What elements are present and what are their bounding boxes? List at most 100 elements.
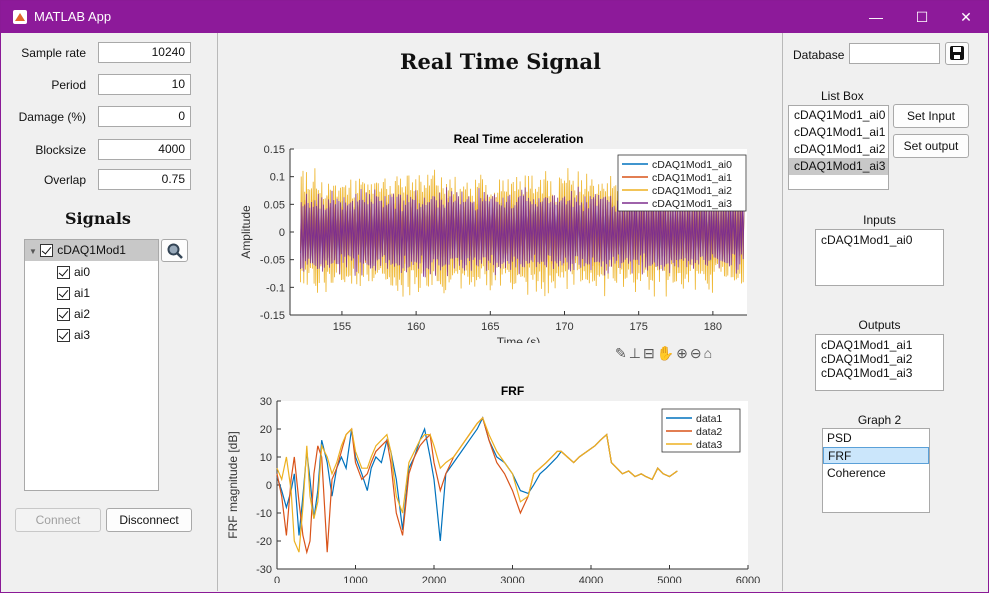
brush-icon[interactable]: ✎ (615, 345, 629, 361)
x-tick-label: 2000 (422, 575, 446, 583)
list-item[interactable]: cDAQ1Mod1_ai0 (794, 108, 886, 122)
save-button[interactable] (945, 42, 969, 65)
x-tick-label: 6000 (736, 575, 760, 583)
x-tick-label: 0 (274, 575, 280, 583)
window-title: MATLAB App (34, 9, 112, 24)
list-item[interactable]: Coherence (827, 466, 886, 480)
tree-node-ai3[interactable]: ai3 (57, 325, 90, 346)
x-unit-label: sec (740, 340, 758, 343)
chart-title: FRF (501, 384, 524, 398)
maximize-button[interactable]: ☐ (915, 9, 929, 25)
inputs-listbox[interactable]: cDAQ1Mod1_ai0 (815, 229, 944, 286)
page-title: Real Time Signal (400, 49, 601, 74)
tree-node-label: ai0 (74, 265, 91, 279)
x-tick-label: 155 (333, 321, 351, 333)
ai0-checkbox[interactable] (57, 266, 70, 280)
list-item-selected[interactable]: cDAQ1Mod1_ai3 (789, 158, 888, 175)
list-item[interactable]: cDAQ1Mod1_ai2 (821, 352, 913, 366)
channel-listbox[interactable]: cDAQ1Mod1_ai0 cDAQ1Mod1_ai1 cDAQ1Mod1_ai… (788, 105, 889, 190)
outputs-title: Outputs (858, 318, 901, 332)
connect-button[interactable]: Connect (15, 508, 101, 532)
ai1-checkbox[interactable] (57, 287, 70, 301)
graph2-listbox[interactable]: PSD FRF Coherence (822, 428, 930, 513)
axes-toolbar[interactable]: ✎⊥⊟✋⊕⊖⌂ (615, 345, 765, 365)
disconnect-button[interactable]: Disconnect (106, 508, 192, 532)
legend-entry: cDAQ1Mod1_ai1 (652, 172, 732, 184)
acceleration-chart[interactable]: Real Time acceleration 155 160 165 170 175 180… (218, 93, 778, 343)
y-axis-label: Amplitude (239, 205, 253, 259)
list-item[interactable]: PSD (827, 431, 852, 445)
signal-tree[interactable]: ▼ cDAQ1Mod1 ai0 ai1 ai2 ai3 (24, 239, 159, 491)
pan-icon[interactable]: ✋ (656, 345, 677, 361)
tree-node-ai1[interactable]: ai1 (57, 283, 90, 304)
minimize-button[interactable]: — (869, 9, 883, 25)
y-tick-label: 0 (266, 480, 272, 492)
y-tick-label: -0.05 (260, 255, 285, 267)
list-item-selected[interactable]: FRF (823, 447, 929, 464)
x-tick-label: 175 (630, 321, 648, 333)
x-tick-label: 165 (481, 321, 499, 333)
center-panel: Real Time Signal Real Time acceleration 1… (218, 33, 783, 591)
x-tick-label: 160 (407, 321, 425, 333)
y-tick-label: 10 (260, 452, 272, 464)
list-item[interactable]: cDAQ1Mod1_ai1 (821, 338, 913, 352)
list-item[interactable]: cDAQ1Mod1_ai2 (794, 142, 886, 156)
graph2-title: Graph 2 (857, 413, 902, 427)
export-icon[interactable]: ⊟ (642, 345, 657, 361)
zoom-out-icon[interactable]: ⊖ (689, 345, 704, 361)
x-tick-label: 180 (704, 321, 722, 333)
tree-node-root[interactable]: ▼ cDAQ1Mod1 (25, 240, 158, 261)
y-tick-label: -0.1 (266, 282, 285, 294)
tree-root-label: cDAQ1Mod1 (57, 243, 126, 257)
inputs-title: Inputs (863, 213, 896, 227)
legend-entry: cDAQ1Mod1_ai3 (652, 198, 732, 210)
root-checkbox[interactable] (40, 244, 54, 258)
period-label: Period (51, 78, 86, 92)
outputs-listbox[interactable]: cDAQ1Mod1_ai1 cDAQ1Mod1_ai2 cDAQ1Mod1_ai… (815, 334, 944, 391)
series-line-data3 (276, 416, 678, 553)
overlap-label: Overlap (43, 173, 86, 187)
damage-field[interactable]: 0 (98, 106, 191, 127)
x-axis-label: Time (s) (497, 335, 541, 343)
y-tick-label: 20 (260, 424, 272, 436)
legend-entry: data2 (696, 426, 722, 438)
set-output-button[interactable]: Set output (893, 134, 969, 158)
list-item[interactable]: cDAQ1Mod1_ai1 (794, 125, 886, 139)
left-panel: Sample rate 10240 Period 10 Damage (%) 0… (1, 33, 218, 591)
tree-node-label: ai3 (74, 328, 91, 342)
set-input-button[interactable]: Set Input (893, 104, 969, 128)
blocksize-field[interactable]: 4000 (98, 139, 191, 160)
close-button[interactable]: ✕ (960, 9, 972, 25)
zoom-in-icon[interactable]: ⊕ (676, 345, 690, 361)
sample-rate-field[interactable]: 10240 (98, 42, 191, 63)
period-field[interactable]: 10 (98, 74, 191, 95)
ai3-checkbox[interactable] (57, 329, 70, 343)
listbox-title: List Box (821, 89, 864, 103)
y-tick-label: -0.15 (260, 310, 285, 322)
tree-node-ai0[interactable]: ai0 (57, 262, 90, 283)
y-tick-label: 30 (260, 396, 272, 408)
x-tick-label: 4000 (579, 575, 603, 583)
legend-entry: data1 (696, 413, 722, 425)
ai2-checkbox[interactable] (57, 308, 70, 322)
x-tick-label: 5000 (657, 575, 681, 583)
home-icon[interactable]: ⌂ (703, 345, 715, 361)
tree-node-ai2[interactable]: ai2 (57, 304, 90, 325)
matlab-logo-icon (13, 10, 27, 24)
list-item[interactable]: cDAQ1Mod1_ai3 (821, 366, 913, 380)
x-tick-label: 3000 (500, 575, 524, 583)
series-line-cDAQ1Mod1_ai3 (300, 186, 745, 278)
overlap-field[interactable]: 0.75 (98, 169, 191, 190)
search-button[interactable] (161, 239, 188, 262)
collapse-arrow-icon[interactable]: ▼ (29, 247, 37, 256)
signals-title: Signals (65, 209, 131, 228)
frf-chart[interactable]: FRF 0 1000 2000 3000 4000 5000 6000 -30 -20 -10 0 10… (218, 353, 778, 583)
legend-entry: data3 (696, 439, 722, 451)
datatip-icon[interactable]: ⊥ (628, 345, 643, 361)
right-panel: Database List Box cDAQ1Mod1_ai0 cDAQ1Mod… (783, 33, 988, 591)
blocksize-label: Blocksize (35, 143, 86, 157)
database-field[interactable] (849, 43, 940, 64)
x-tick-label: 1000 (343, 575, 367, 583)
damage-label: Damage (%) (18, 110, 86, 124)
list-item[interactable]: cDAQ1Mod1_ai0 (821, 233, 913, 247)
